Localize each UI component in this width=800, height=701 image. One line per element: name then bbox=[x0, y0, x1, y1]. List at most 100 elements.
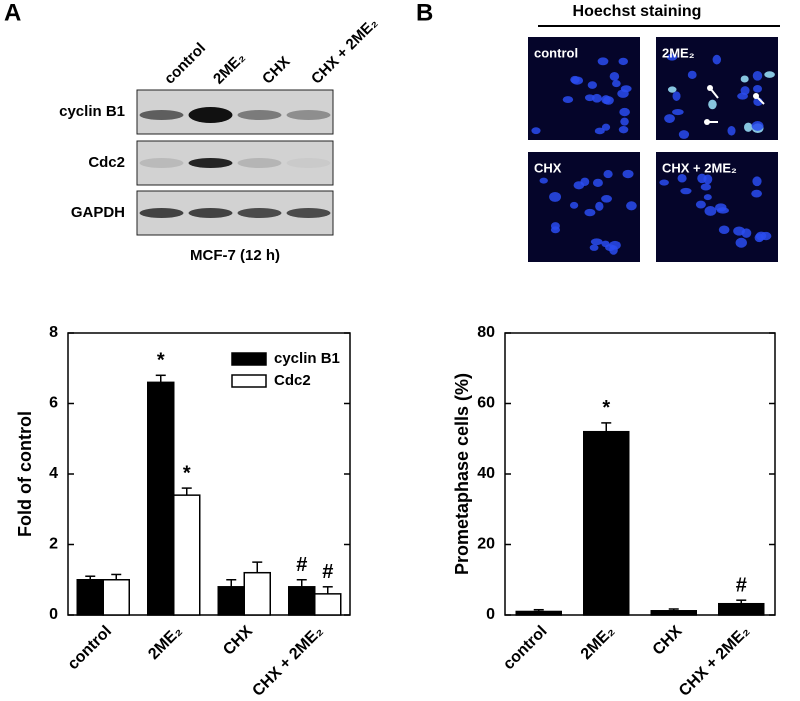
nucleus bbox=[597, 57, 609, 66]
y-tick-label: 6 bbox=[49, 395, 58, 412]
x-tick-label: CHX + 2ME₂ bbox=[676, 623, 753, 700]
y-axis-label: Prometaphase cells (%) bbox=[452, 373, 472, 575]
blot-lane-label: CHX + 2ME₂ bbox=[308, 15, 381, 88]
blot-row-label: cyclin B1 bbox=[59, 103, 125, 120]
nucleus bbox=[590, 238, 603, 246]
significance-marker: * bbox=[157, 350, 165, 372]
nucleus bbox=[580, 177, 590, 186]
x-tick-label: CHX + 2ME₂ bbox=[249, 623, 326, 700]
nucleus bbox=[609, 71, 620, 81]
nucleus bbox=[735, 237, 747, 248]
nucleus bbox=[609, 245, 618, 255]
bar bbox=[217, 586, 245, 616]
micrograph bbox=[528, 152, 640, 262]
nucleus bbox=[678, 130, 690, 139]
nucleus bbox=[549, 191, 562, 202]
nucleus bbox=[601, 240, 610, 248]
significance-marker: # bbox=[296, 554, 307, 576]
staining-title: Hoechst staining bbox=[573, 3, 702, 20]
blot-band bbox=[188, 208, 233, 218]
bar bbox=[650, 610, 697, 616]
nucleus bbox=[618, 57, 628, 66]
panel-label: A bbox=[4, 0, 21, 26]
blot-row-label: Cdc2 bbox=[88, 154, 125, 171]
nucleus bbox=[618, 125, 629, 134]
nucleus bbox=[754, 233, 764, 243]
nucleus bbox=[708, 99, 717, 110]
bar bbox=[76, 579, 104, 616]
nucleus bbox=[539, 177, 548, 184]
bar bbox=[173, 494, 201, 616]
x-tick-label: 2ME₂ bbox=[145, 623, 185, 663]
y-tick-label: 0 bbox=[486, 606, 495, 623]
blot-band bbox=[188, 158, 233, 168]
nucleus bbox=[659, 179, 669, 186]
blot-lane-label: 2ME₂ bbox=[210, 49, 249, 88]
significance-marker: # bbox=[736, 574, 747, 596]
nucleus bbox=[677, 173, 687, 183]
nucleus bbox=[752, 71, 763, 81]
nucleus bbox=[622, 169, 634, 179]
y-axis-label: Fold of control bbox=[15, 411, 35, 537]
y-tick-label: 40 bbox=[477, 465, 495, 482]
arrow-head bbox=[707, 85, 713, 91]
nucleus bbox=[667, 86, 677, 93]
x-tick-label: CHX bbox=[220, 623, 256, 659]
micrograph-label: 2ME₂ bbox=[662, 45, 695, 60]
nucleus bbox=[672, 108, 684, 116]
y-tick-label: 8 bbox=[49, 324, 58, 341]
legend-swatch bbox=[231, 374, 267, 388]
bar bbox=[583, 430, 630, 616]
micrograph-label: CHX + 2ME₂ bbox=[662, 160, 737, 175]
bar bbox=[314, 593, 342, 616]
nucleus bbox=[753, 85, 762, 93]
nucleus bbox=[612, 79, 621, 88]
nucleus bbox=[666, 53, 678, 61]
nucleus bbox=[727, 125, 736, 136]
bar bbox=[515, 610, 562, 616]
blot-band bbox=[139, 208, 184, 218]
nucleus bbox=[697, 173, 707, 184]
blot-band bbox=[139, 110, 184, 120]
bar bbox=[718, 602, 765, 616]
blot-row-label: GAPDH bbox=[71, 204, 125, 221]
nucleus bbox=[626, 201, 637, 211]
arrow-head bbox=[704, 119, 710, 125]
bar bbox=[102, 579, 130, 616]
significance-marker: * bbox=[602, 397, 610, 419]
y-tick-label: 20 bbox=[477, 536, 495, 553]
blot-band bbox=[237, 110, 282, 120]
nucleus bbox=[764, 71, 775, 78]
blot-caption: MCF-7 (12 h) bbox=[190, 247, 280, 264]
nucleus bbox=[687, 70, 697, 79]
nucleus bbox=[619, 107, 630, 117]
x-tick-label: CHX bbox=[650, 623, 686, 659]
blot-band bbox=[286, 110, 331, 120]
blot-lane-label: CHX bbox=[259, 53, 293, 87]
nucleus bbox=[589, 244, 599, 251]
nucleus bbox=[570, 75, 580, 84]
y-tick-label: 4 bbox=[49, 465, 58, 482]
bar bbox=[147, 381, 175, 616]
nucleus bbox=[664, 114, 675, 123]
nucleus bbox=[601, 123, 611, 131]
nucleus bbox=[752, 176, 762, 187]
nucleus bbox=[587, 81, 597, 89]
plot-frame bbox=[504, 332, 776, 616]
nucleus bbox=[531, 127, 541, 135]
x-tick-label: 2ME₂ bbox=[578, 623, 618, 663]
nucleus bbox=[718, 225, 730, 235]
nucleus bbox=[715, 203, 727, 212]
nucleus bbox=[601, 194, 613, 203]
nucleus bbox=[680, 187, 692, 195]
nucleus bbox=[550, 222, 560, 230]
nucleus bbox=[744, 122, 753, 132]
blot-band bbox=[286, 208, 331, 218]
y-tick-label: 0 bbox=[49, 606, 58, 623]
nucleus bbox=[740, 75, 749, 83]
nucleus bbox=[672, 91, 681, 101]
blot-lane-label: control bbox=[161, 40, 209, 88]
nucleus bbox=[704, 206, 717, 216]
nucleus bbox=[751, 189, 762, 198]
